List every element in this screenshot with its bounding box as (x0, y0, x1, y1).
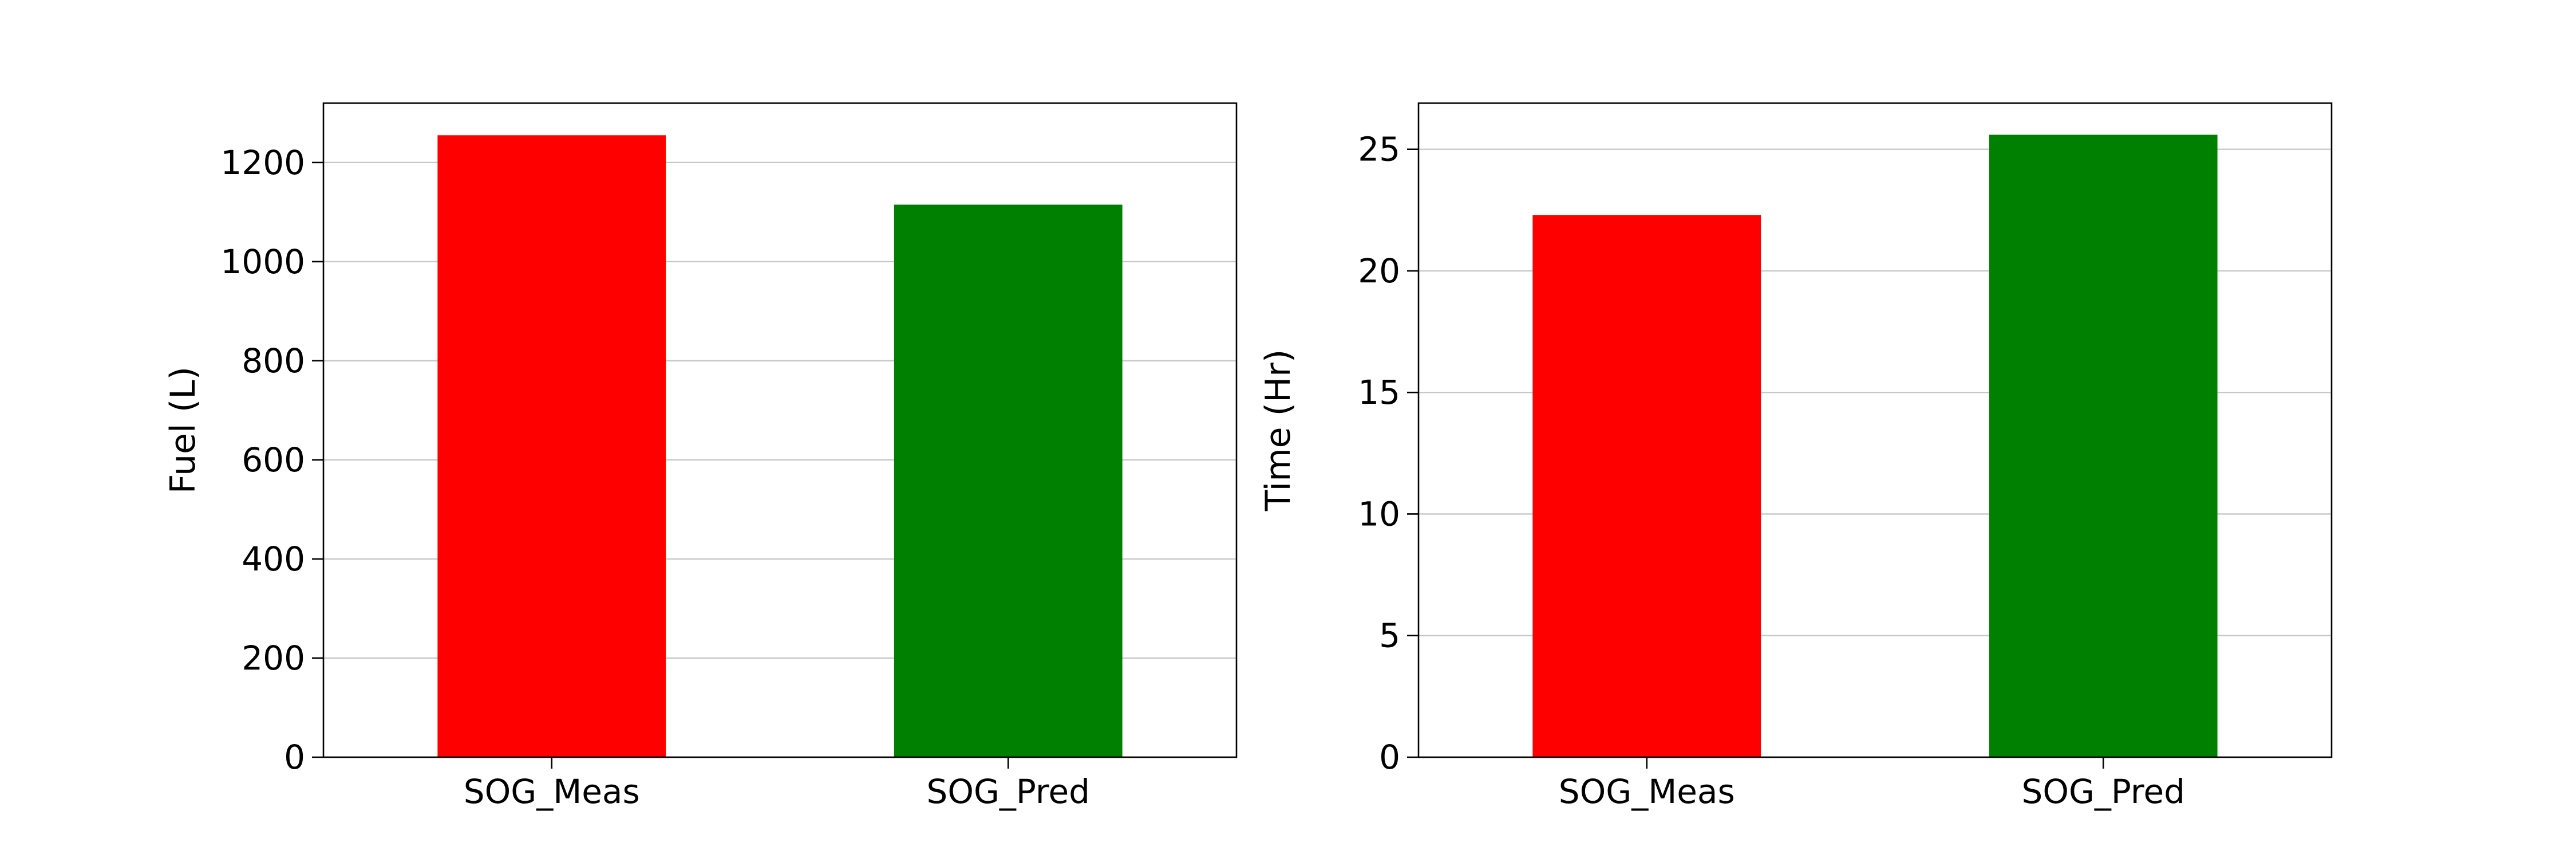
plot-frame (1417, 102, 2333, 758)
plot-frame (322, 102, 1238, 758)
y-tick-label: 400 (242, 540, 305, 578)
y-tick-label: 15 (1358, 373, 1400, 412)
y-tick-label: 0 (284, 738, 305, 777)
y-tick-label: 1000 (220, 242, 305, 281)
y-axis-label: Time (Hr) (1258, 349, 1298, 512)
y-tick-label: 600 (242, 440, 305, 479)
x-tick-label: SOG_Meas (464, 772, 640, 811)
x-tick-label: SOG_Pred (2022, 772, 2185, 811)
y-tick-label: 25 (1358, 130, 1400, 169)
y-tick-label: 0 (1379, 738, 1400, 777)
bar-sog-meas (437, 135, 666, 757)
bar-sog-pred (1989, 135, 2218, 758)
chart-panel-2: 0 5 10 15 20 25 SOG_Meas SOG_Pred Time (Hr) (1258, 102, 2333, 811)
y-tick-label: 5 (1379, 616, 1400, 655)
y-tick-label: 200 (242, 639, 305, 678)
y-tick-label: 10 (1358, 494, 1400, 533)
y-tick-label: 1200 (220, 143, 305, 182)
x-tick-label: SOG_Meas (1559, 772, 1735, 811)
y-axis-label: Fuel (L) (163, 367, 203, 494)
bar-sog-pred (894, 204, 1123, 757)
x-tick-label: SOG_Pred (927, 772, 1090, 811)
y-tick-label: 20 (1358, 251, 1400, 290)
chart-panel-1: 0 200 400 600 800 1000 1200 SOG_Meas SOG_Pred Fue… (163, 102, 1238, 811)
bar-sog-meas (1532, 215, 1761, 757)
y-tick-label: 800 (242, 341, 305, 380)
